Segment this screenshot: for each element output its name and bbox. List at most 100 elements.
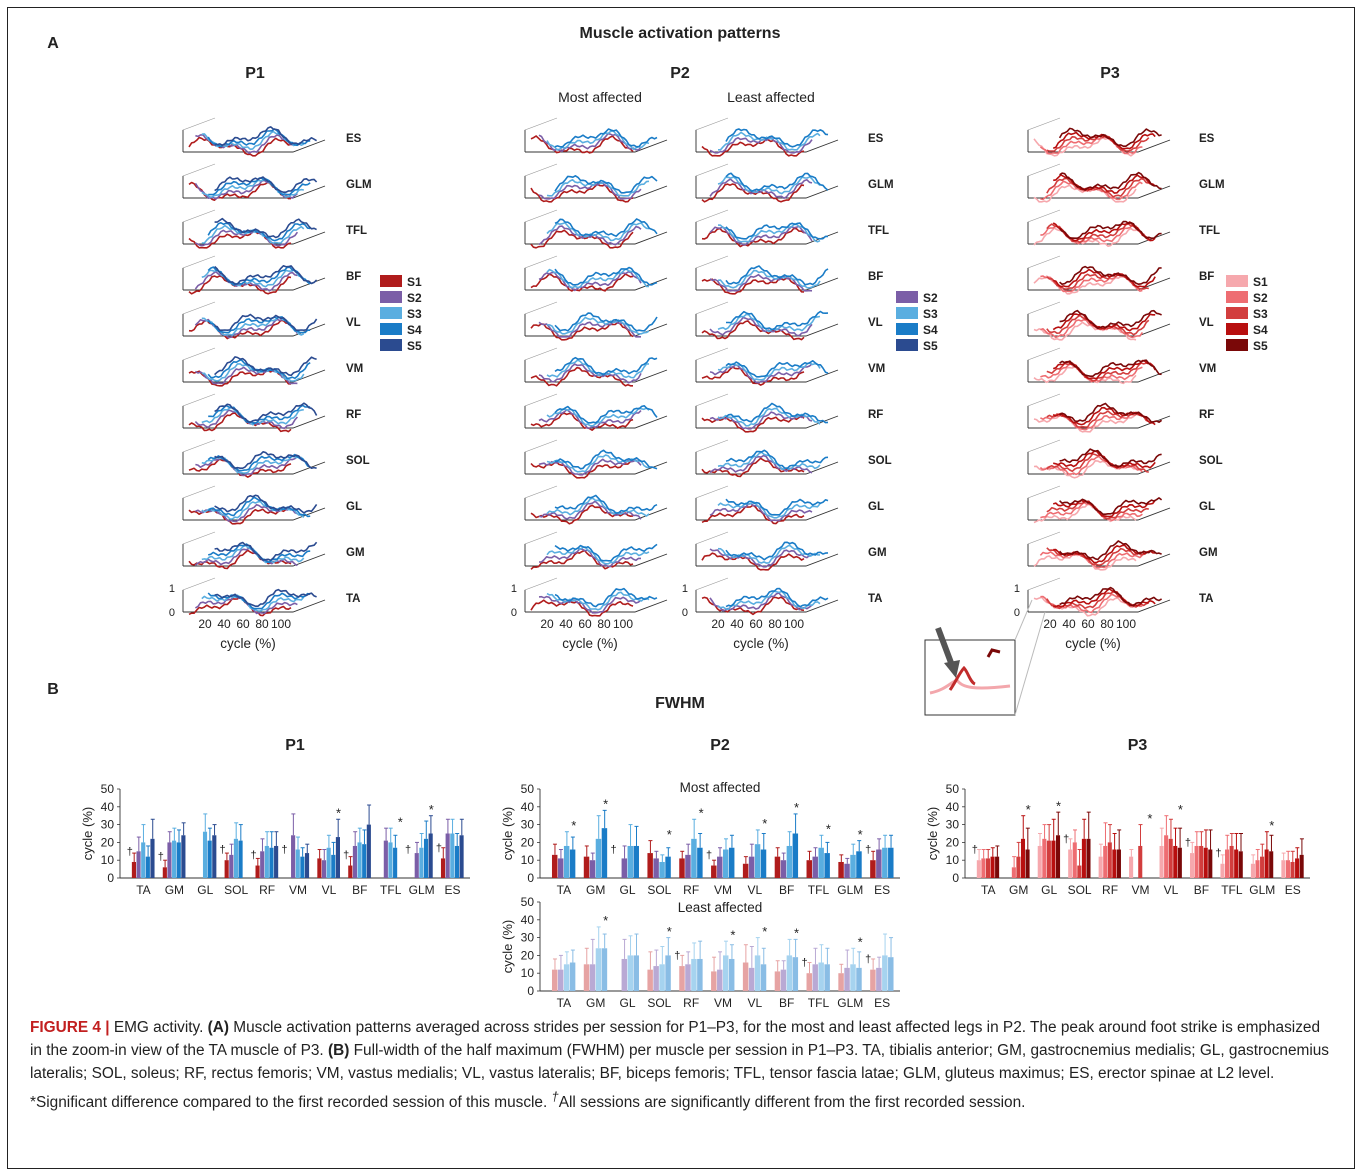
fwhm-bar bbox=[1072, 842, 1077, 878]
activation-curve bbox=[1058, 127, 1162, 147]
fwhm-chart: P2 Most affected 0 10 20 30 40 50 cycle (%) TA * GM… bbox=[500, 737, 900, 897]
y-tick-label: 0 bbox=[1014, 607, 1020, 619]
fwhm-chart-title: P2 bbox=[710, 737, 730, 754]
fwhm-bar bbox=[742, 863, 749, 878]
activation-curve bbox=[188, 458, 292, 478]
fwhm-bar bbox=[176, 842, 181, 878]
x-tick-label: 80 bbox=[768, 617, 782, 631]
x-tick-label: SOL bbox=[647, 996, 671, 1010]
caption-lead: EMG activity. bbox=[109, 1019, 208, 1036]
fwhm-bar bbox=[728, 847, 735, 878]
y-tick-label: 20 bbox=[521, 835, 535, 849]
y-tick-label: 20 bbox=[521, 948, 535, 962]
y-tick-label: 40 bbox=[101, 800, 115, 814]
fwhm-bar bbox=[844, 863, 850, 878]
activation-curve bbox=[1053, 450, 1156, 469]
star-mark: * bbox=[429, 802, 434, 817]
x-tick-label: GL bbox=[620, 883, 636, 897]
fwhm-bar bbox=[1046, 840, 1051, 878]
activation-curve bbox=[538, 225, 642, 246]
y-tick-label: 40 bbox=[521, 913, 535, 927]
fwhm-bar bbox=[589, 860, 596, 878]
fwhm-bar bbox=[806, 973, 812, 991]
fwhm-bar bbox=[229, 854, 234, 878]
fwhm-bar bbox=[1116, 849, 1121, 878]
activation-curve bbox=[1053, 588, 1156, 608]
legend-label: S5 bbox=[1253, 339, 1268, 353]
activation-curve bbox=[1040, 363, 1143, 383]
fwhm-bar bbox=[563, 964, 570, 991]
muscle-label: GLM bbox=[868, 179, 894, 191]
x-tick-label: TA bbox=[557, 996, 571, 1010]
activation-curve bbox=[194, 547, 298, 567]
activation-curve bbox=[717, 590, 821, 611]
fwhm-bar bbox=[812, 856, 818, 878]
fwhm-bar bbox=[1103, 845, 1108, 878]
fwhm-bar bbox=[711, 865, 717, 878]
dagger-mark: † bbox=[801, 957, 807, 969]
activation-curve bbox=[188, 412, 292, 433]
fwhm-bar bbox=[818, 847, 824, 878]
y-tick-label: 20 bbox=[946, 835, 960, 849]
x-tick-label: TA bbox=[981, 883, 995, 897]
activation-axis bbox=[525, 507, 668, 521]
activation-curve bbox=[709, 178, 813, 199]
muscle-label: GL bbox=[1199, 501, 1215, 513]
fwhm-bar bbox=[774, 856, 781, 878]
panel-b-title: FWHM bbox=[655, 695, 705, 712]
fwhm-bar bbox=[348, 865, 353, 878]
activation-curve bbox=[717, 176, 821, 195]
legend-swatch bbox=[1226, 307, 1248, 319]
fwhm-bar bbox=[1264, 849, 1269, 878]
legend-label: S5 bbox=[923, 339, 938, 353]
activation-curve bbox=[1052, 499, 1156, 518]
fwhm-bar bbox=[876, 849, 882, 878]
activation-curve bbox=[188, 230, 292, 249]
activation-axis bbox=[525, 185, 668, 199]
muscle-label: RF bbox=[868, 409, 883, 421]
fwhm-bar bbox=[1042, 838, 1047, 878]
activation-curve bbox=[1039, 134, 1143, 155]
dagger-mark: † bbox=[343, 849, 349, 861]
fwhm-bar bbox=[1020, 838, 1026, 878]
fwhm-bar bbox=[260, 851, 265, 878]
activation-curve bbox=[709, 502, 813, 522]
x-tick-label: GM bbox=[165, 883, 184, 897]
fwhm-bar bbox=[1281, 860, 1286, 878]
activation-curve bbox=[701, 596, 805, 616]
x-tick-label: BF bbox=[779, 996, 794, 1010]
x-tick-label: 60 bbox=[749, 617, 763, 631]
muscle-label: VL bbox=[868, 317, 883, 329]
activation-curve bbox=[214, 126, 318, 146]
fwhm-bar bbox=[621, 958, 628, 991]
fwhm-bar bbox=[1025, 849, 1030, 878]
fwhm-bar bbox=[1290, 861, 1295, 878]
fwhm-bar bbox=[760, 964, 767, 991]
activation-curve bbox=[1059, 171, 1162, 191]
fwhm-bar bbox=[145, 856, 150, 878]
activation-curve bbox=[214, 217, 317, 239]
x-axis-label: cycle (%) bbox=[220, 636, 276, 651]
y-tick-label: 10 bbox=[946, 853, 960, 867]
fwhm-bar bbox=[583, 856, 590, 878]
fwhm-bar bbox=[697, 958, 703, 991]
dagger-mark: † bbox=[127, 846, 133, 858]
fwhm-bar bbox=[207, 840, 212, 878]
muscle-label: RF bbox=[1199, 409, 1214, 421]
fwhm-bar bbox=[665, 955, 671, 991]
fwhm-bar bbox=[850, 854, 856, 878]
fwhm-bar bbox=[1229, 845, 1234, 878]
fwhm-bar bbox=[445, 833, 450, 878]
activation-curve bbox=[214, 265, 318, 285]
fwhm-bar bbox=[627, 845, 634, 878]
dagger-mark: † bbox=[706, 849, 712, 861]
star-mark: * bbox=[826, 822, 831, 837]
fwhm-bar bbox=[393, 847, 398, 878]
caption-a-label: (A) bbox=[207, 1019, 229, 1036]
fwhm-bar bbox=[856, 967, 862, 991]
fwhm-bar bbox=[1107, 842, 1112, 878]
dagger-mark: † bbox=[158, 851, 164, 863]
muscle-label: TA bbox=[346, 593, 360, 605]
star-mark: * bbox=[336, 805, 341, 820]
